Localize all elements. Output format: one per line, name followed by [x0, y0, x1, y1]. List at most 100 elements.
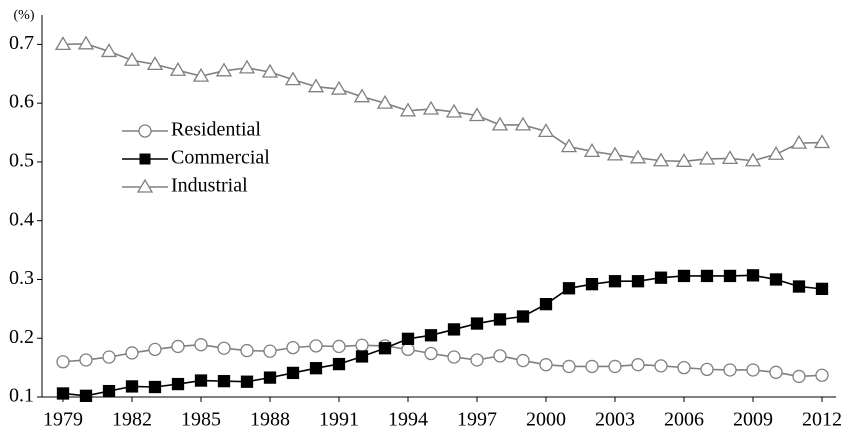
- marker: [631, 358, 645, 372]
- series-line: [62, 343, 823, 378]
- legend-marker: [136, 178, 154, 193]
- marker: [677, 360, 691, 375]
- marker: [654, 359, 668, 373]
- y-axis-label: (%): [14, 8, 35, 23]
- marker: [447, 323, 461, 336]
- marker: [240, 375, 254, 388]
- marker: [539, 297, 553, 311]
- marker: [631, 275, 645, 288]
- x-tick-label: 2012: [802, 409, 842, 431]
- marker: [376, 94, 394, 109]
- marker: [514, 116, 532, 131]
- marker: [194, 374, 208, 387]
- y-tick-label: 0.3: [9, 267, 34, 289]
- marker: [677, 269, 691, 283]
- marker: [353, 88, 371, 103]
- legend-label: Commercial: [171, 147, 270, 169]
- marker: [261, 63, 279, 78]
- marker: [629, 149, 647, 164]
- marker: [583, 143, 601, 157]
- marker: [148, 342, 162, 357]
- marker: [330, 80, 348, 95]
- marker: [125, 380, 139, 393]
- x-tick-label: 1991: [319, 409, 359, 431]
- marker: [217, 341, 231, 355]
- x-tick-label: 2006: [664, 409, 704, 431]
- marker: [516, 353, 530, 368]
- marker: [79, 353, 93, 367]
- marker: [194, 338, 208, 352]
- legend-marker: [139, 153, 151, 165]
- marker: [284, 71, 302, 86]
- legend-marker: [138, 124, 152, 138]
- marker: [746, 363, 760, 377]
- marker: [424, 346, 438, 361]
- marker: [169, 61, 187, 76]
- marker: [77, 35, 95, 50]
- marker: [493, 349, 507, 363]
- marker: [171, 339, 185, 354]
- marker: [744, 152, 762, 167]
- marker: [539, 358, 553, 372]
- y-tick-label: 0.4: [9, 208, 34, 230]
- marker: [585, 359, 599, 374]
- marker: [238, 59, 256, 74]
- marker: [652, 152, 670, 167]
- x-tick-label: 1982: [112, 409, 152, 431]
- series-line: [62, 42, 823, 163]
- marker: [700, 269, 714, 283]
- marker: [468, 107, 486, 122]
- marker: [401, 332, 415, 345]
- marker: [698, 150, 716, 165]
- marker: [562, 359, 576, 374]
- legend-label: Industrial: [171, 175, 248, 197]
- x-tick-label: 2000: [526, 409, 566, 431]
- marker: [767, 145, 785, 160]
- marker: [286, 366, 300, 380]
- x-tick-label: 1997: [457, 409, 497, 431]
- marker: [769, 365, 783, 379]
- marker: [445, 103, 463, 118]
- marker: [562, 282, 576, 295]
- marker: [148, 380, 162, 394]
- marker: [355, 338, 369, 352]
- x-tick-label: 1994: [388, 409, 428, 431]
- marker: [815, 282, 829, 296]
- marker: [102, 350, 116, 364]
- marker: [723, 269, 737, 283]
- marker: [56, 355, 70, 369]
- marker: [332, 357, 346, 371]
- marker: [470, 353, 484, 367]
- marker: [815, 368, 829, 382]
- marker: [56, 387, 70, 400]
- marker: [263, 344, 277, 358]
- marker: [792, 369, 806, 384]
- marker: [560, 138, 578, 153]
- y-tick-label: 0.5: [9, 150, 34, 172]
- marker: [608, 359, 622, 374]
- x-tick-label: 2003: [595, 409, 635, 431]
- marker: [123, 51, 141, 66]
- marker: [470, 317, 484, 330]
- marker: [654, 271, 668, 284]
- y-tick-label: 0.7: [9, 32, 34, 54]
- y-tick-label: 0.6: [9, 91, 34, 113]
- marker: [309, 362, 323, 375]
- x-tick-label: 1988: [250, 409, 290, 431]
- x-tick-label: 1985: [181, 409, 221, 431]
- marker: [355, 350, 369, 363]
- marker: [608, 275, 622, 288]
- marker: [217, 374, 231, 388]
- marker: [721, 150, 739, 165]
- marker: [424, 329, 438, 342]
- marker: [100, 43, 118, 58]
- marker: [171, 377, 185, 391]
- marker: [516, 310, 530, 323]
- marker: [263, 371, 277, 384]
- marker: [309, 339, 323, 353]
- marker: [606, 146, 624, 161]
- marker: [307, 78, 325, 93]
- marker: [192, 67, 210, 82]
- marker: [399, 102, 417, 117]
- marker: [493, 313, 507, 326]
